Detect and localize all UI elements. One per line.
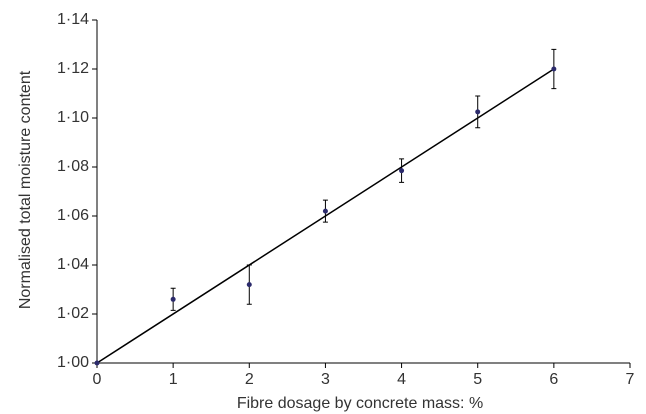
x-tick-label: 5: [473, 371, 482, 388]
y-tick-label: 1·02: [57, 305, 89, 322]
data-point: [94, 360, 100, 366]
x-tick-label: 6: [549, 371, 558, 388]
data-point: [475, 109, 481, 115]
x-axis-label: Fibre dosage by concrete mass: %: [237, 395, 483, 412]
y-tick-label: 1·00: [57, 354, 89, 371]
y-tick-label: 1·08: [57, 158, 89, 175]
y-tick-label: 1·14: [57, 11, 89, 28]
x-tick-label: 7: [626, 371, 635, 388]
x-tick-label: 4: [397, 371, 406, 388]
x-tick-label: 2: [245, 371, 254, 388]
data-point: [246, 282, 252, 288]
x-tick-label: 1: [169, 371, 178, 388]
y-tick-label: 1·12: [57, 60, 89, 77]
y-axis-label: Normalised total moisture content: [17, 70, 34, 309]
data-point: [399, 168, 405, 174]
data-point: [322, 208, 328, 214]
y-tick-label: 1·04: [57, 256, 89, 273]
data-point: [551, 66, 557, 72]
y-tick-label: 1·10: [57, 109, 89, 126]
y-tick-label: 1·06: [57, 207, 89, 224]
x-tick-label: 3: [321, 371, 330, 388]
x-tick-label: 0: [93, 371, 102, 388]
data-point: [170, 296, 176, 302]
